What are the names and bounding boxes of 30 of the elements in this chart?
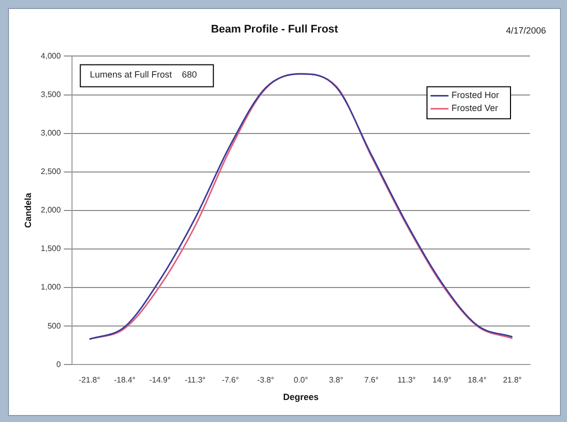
x-tick-label: -7.6° bbox=[222, 376, 239, 385]
y-tick-label: 3,500 bbox=[40, 90, 62, 99]
y-tick-label: 0 bbox=[56, 360, 62, 369]
x-tick-label: 21.8° bbox=[502, 376, 522, 385]
y-tick-label: 500 bbox=[47, 321, 62, 330]
x-tick-label: -11.3° bbox=[184, 376, 206, 385]
x-tick-label: 14.9° bbox=[432, 376, 452, 385]
x-tick-label: 18.4° bbox=[468, 376, 487, 385]
y-tick-label: 3,000 bbox=[40, 128, 62, 138]
x-tick-label: 3.8° bbox=[328, 376, 344, 385]
y-tick-label: 2,000 bbox=[40, 206, 62, 215]
legend-label: Frosted Ver bbox=[451, 103, 498, 114]
x-axis-title: Degrees bbox=[283, 392, 319, 402]
x-tick-label: -21.8° bbox=[78, 376, 100, 385]
y-tick-label: 2,500 bbox=[40, 167, 62, 176]
x-tick-label: -14.9° bbox=[149, 376, 171, 385]
x-tick-label: -18.4° bbox=[114, 376, 136, 385]
legend-label: Frosted Hor bbox=[451, 90, 500, 100]
annotation: Lumens at Full Frost 680 bbox=[90, 70, 197, 80]
chart-title: Beam Profile - Full Frost bbox=[210, 24, 338, 36]
y-tick-label: 1,500 bbox=[40, 244, 62, 254]
x-tick-label: 7.6° bbox=[364, 376, 379, 385]
line-series bbox=[88, 73, 514, 340]
x-tick-label: 0.0° bbox=[294, 376, 308, 385]
text: 4/17/2006 bbox=[506, 25, 546, 36]
x-tick-label: 11.3° bbox=[398, 376, 416, 385]
x-tick-label: -3.8° bbox=[257, 376, 274, 385]
y-tick-label: 1,000 bbox=[40, 282, 62, 292]
y-axis-title: Candela bbox=[22, 192, 33, 228]
y-tick-label: 4,000 bbox=[40, 51, 62, 60]
